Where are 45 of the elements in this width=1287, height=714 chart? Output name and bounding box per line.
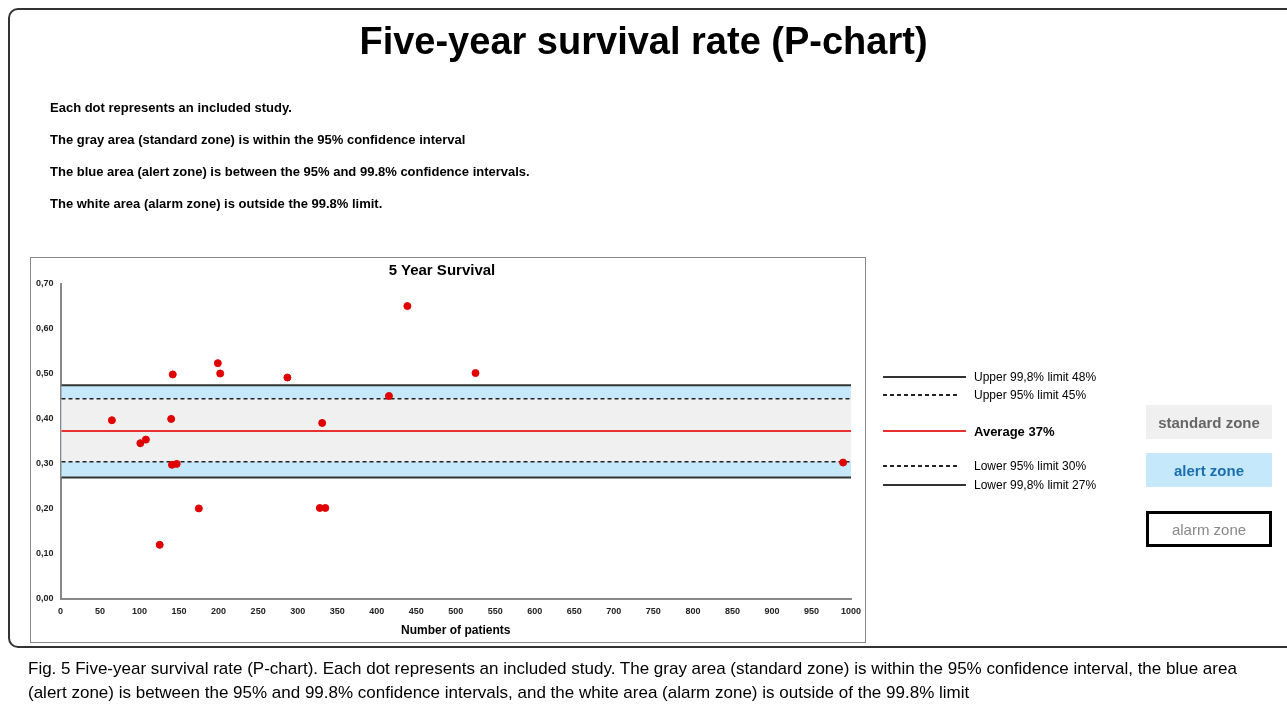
chart-subtitle: 5 Year Survival [388, 261, 496, 279]
y-tick-label: 0,50 [35, 368, 54, 379]
x-tick-label: 450 [408, 605, 424, 616]
x-tick-label: 250 [250, 605, 266, 616]
x-tick-label: 750 [645, 605, 661, 616]
text: alarm zone [1146, 511, 1272, 547]
text: Lower 95% limit 30% [974, 458, 1087, 473]
x-tick-label: 700 [606, 605, 622, 616]
x-tick-label: 400 [369, 605, 385, 616]
x-tick-label: 150 [171, 605, 187, 616]
text: standard zone [1146, 405, 1272, 439]
x-tick-label: 600 [527, 605, 543, 616]
x-tick-label: 350 [329, 605, 345, 616]
y-tick-label: 0,40 [35, 413, 54, 424]
y-tick-label: 0,10 [35, 548, 54, 559]
text: Upper 99,8% limit 48% [974, 370, 1097, 385]
y-tick-label: 0,20 [35, 503, 54, 514]
y-tick-label: 0,70 [35, 278, 54, 289]
x-tick-label: 50 [95, 605, 106, 616]
text: Upper 95% limit 45% [974, 387, 1087, 402]
x-tick-label: 800 [685, 605, 701, 616]
x-tick-label: 850 [724, 605, 740, 616]
x-tick-label: 200 [211, 605, 227, 616]
text: The blue area (alert zone) is between the 95% and 99.8% confidence intervals. [50, 164, 530, 179]
x-tick-label: 550 [487, 605, 503, 616]
chart-title: Five-year survival rate (P-chart) [358, 20, 929, 63]
y-tick-label: 0,60 [35, 323, 54, 334]
x-tick-label: 1000 [840, 605, 862, 616]
caption: Fig. 5 Five-year survival rate (P-chart). Each dot represents an included study. The gray area (standard zone) is within the 95% confidence interval, the blue area (alert zone) is between the 95% and 99.8% confidence intervals, and the white area (alarm zone) is outside of the 99.8% limit [28, 658, 1238, 704]
x-tick-label: 0 [58, 605, 64, 616]
x-tick-label: 900 [764, 605, 780, 616]
x-tick-label: 650 [566, 605, 582, 616]
x-tick-label: 300 [290, 605, 306, 616]
y-tick-label: 0,30 [35, 458, 54, 469]
y-tick-label: 0,00 [35, 593, 54, 604]
text: Each dot represents an included study. [50, 100, 292, 115]
x-tick-label: 500 [448, 605, 464, 616]
text: Average 37% [974, 423, 1055, 439]
x-axis-title: Number of patients [401, 623, 511, 638]
text: The white area (alarm zone) is outside the 99.8% limit. [50, 196, 383, 211]
text: Lower 99,8% limit 27% [974, 478, 1097, 493]
text: alert zone [1146, 453, 1272, 487]
x-tick-label: 100 [132, 605, 148, 616]
text: The gray area (standard zone) is within the 95% confidence interval [50, 132, 466, 147]
x-tick-label: 950 [803, 605, 819, 616]
